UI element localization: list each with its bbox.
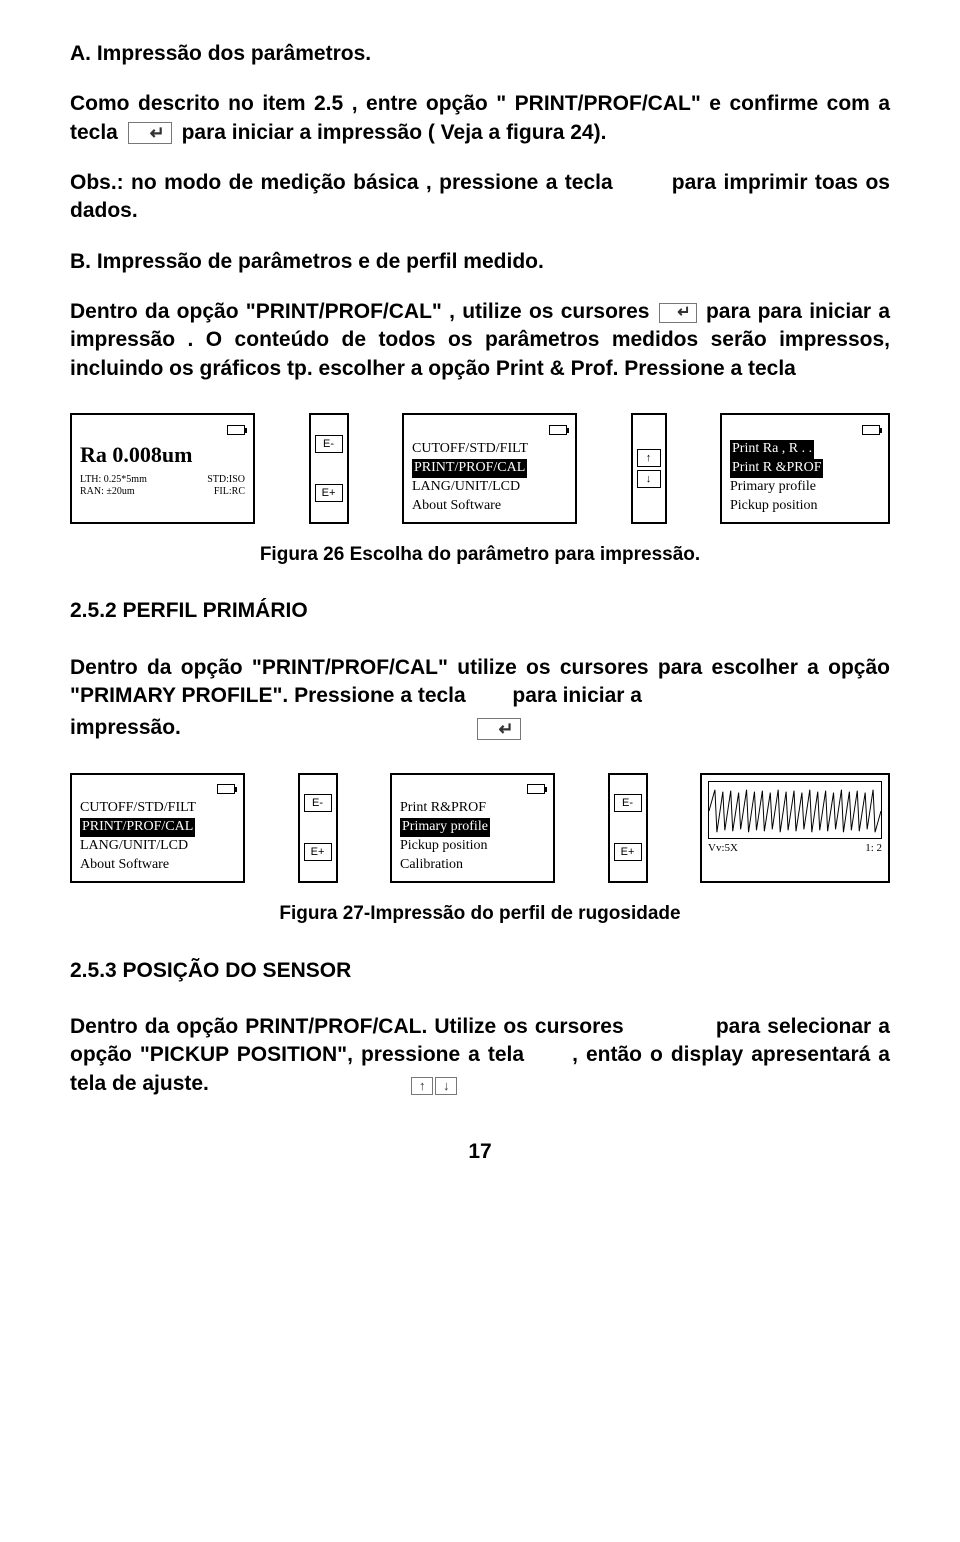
- fig27-profile-vv: Vv:5X: [708, 841, 738, 856]
- paragraph-5: Dentro da opção PRINT/PROF/CAL. Utilize …: [70, 1013, 890, 1098]
- btn-e-minus: E-: [304, 794, 332, 812]
- paragraph-4c: impressão.: [70, 714, 890, 742]
- heading-2-5-2: 2.5.2 PERFIL PRIMÁRIO: [70, 597, 890, 625]
- figure-27-caption: Figura 27-Impressão do perfil de rugosid…: [70, 901, 890, 927]
- up-arrow-icon: ↑: [411, 1077, 433, 1095]
- paragraph-1: Como descrito no item 2.5 , entre opção …: [70, 90, 890, 147]
- fig27-profile-scale: 1: 2: [865, 841, 882, 856]
- fig26-p1-lth: LTH: 0.25*5mm: [80, 474, 147, 486]
- fig27-p1-l2: PRINT/PROF/CAL: [80, 818, 195, 837]
- fig27-p2-l1: Print R&PROF: [400, 799, 545, 818]
- p4-text-c: impressão.: [70, 716, 181, 739]
- figure-27: CUTOFF/STD/FILT PRINT/PROF/CAL LANG/UNIT…: [70, 773, 890, 883]
- fig27-p2-l4: Calibration: [400, 856, 545, 875]
- fig26-p3-l3: Primary profile: [730, 478, 880, 497]
- roughness-profile-graph: [708, 781, 882, 839]
- figure-26: Ra 0.008um LTH: 0.25*5mm STD:ISO RAN: ±2…: [70, 413, 890, 523]
- fig27-p2-l3: Pickup position: [400, 837, 545, 856]
- page-number: 17: [70, 1138, 890, 1166]
- fig26-p2-l3: LANG/UNIT/LCD: [412, 478, 567, 497]
- arrow-keys-icon: ↑↓: [410, 1070, 458, 1098]
- enter-key-icon: [128, 122, 172, 144]
- p4-text-a: Dentro da opção "PRINT/PROF/CAL" utilize…: [70, 656, 890, 707]
- fig27-panel-2: Print R&PROF Primary profile Pickup posi…: [390, 773, 555, 883]
- btn-down: ↓: [637, 470, 661, 488]
- fig26-panel-1: Ra 0.008um LTH: 0.25*5mm STD:ISO RAN: ±2…: [70, 413, 255, 523]
- fig27-btns-2: E- E+: [608, 773, 648, 883]
- p2-text-a: Obs.: no modo de medição básica , pressi…: [70, 171, 613, 194]
- fig26-btns-1: E- E+: [309, 413, 349, 523]
- btn-e-minus: E-: [614, 794, 642, 812]
- fig26-p3-l4: Pickup position: [730, 497, 880, 516]
- p4-text-b: para iniciar a: [512, 684, 642, 707]
- btn-e-minus: E-: [315, 435, 343, 453]
- fig27-p2-l2: Primary profile: [400, 818, 490, 837]
- btn-e-plus: E+: [315, 484, 343, 502]
- battery-icon: [227, 425, 245, 435]
- paragraph-4: Dentro da opção "PRINT/PROF/CAL" utilize…: [70, 654, 890, 711]
- fig26-btns-2: ↑ ↓: [631, 413, 667, 523]
- heading-b: B. Impressão de parâmetros e de perfil m…: [70, 248, 890, 276]
- fig27-profile-panel: Vv:5X 1: 2: [700, 773, 890, 883]
- btn-e-plus: E+: [304, 843, 332, 861]
- fig26-panel-3: Print Ra , R . . Print R &PROF Primary p…: [720, 413, 890, 523]
- paragraph-2: Obs.: no modo de medição básica , pressi…: [70, 169, 890, 226]
- p3-text-a: Dentro da opção "PRINT/PROF/CAL" , utili…: [70, 300, 649, 323]
- fig26-p1-std: STD:ISO: [207, 474, 245, 486]
- fig27-p1-l3: LANG/UNIT/LCD: [80, 837, 235, 856]
- down-arrow-icon: ↓: [435, 1077, 457, 1095]
- fig26-p3-l2: Print R &PROF: [730, 459, 823, 478]
- battery-icon: [527, 784, 545, 794]
- fig26-p1-fil: FIL:RC: [214, 486, 245, 498]
- fig26-p1-value: Ra 0.008um: [80, 440, 245, 470]
- fig26-p2-l2: PRINT/PROF/CAL: [412, 459, 527, 478]
- fig27-panel-1: CUTOFF/STD/FILT PRINT/PROF/CAL LANG/UNIT…: [70, 773, 245, 883]
- enter-key-icon: [477, 718, 521, 740]
- heading-2-5-3: 2.5.3 POSIÇÃO DO SENSOR: [70, 957, 890, 985]
- figure-26-caption: Figura 26 Escolha do parâmetro para impr…: [70, 542, 890, 568]
- fig27-p1-l4: About Software: [80, 856, 235, 875]
- heading-a: A. Impressão dos parâmetros.: [70, 40, 890, 68]
- fig26-p2-l1: CUTOFF/STD/FILT: [412, 440, 567, 459]
- btn-e-plus: E+: [614, 843, 642, 861]
- p1-text-b: para iniciar a impressão ( Veja a figura…: [182, 121, 607, 144]
- battery-icon: [217, 784, 235, 794]
- btn-up: ↑: [637, 449, 661, 467]
- battery-icon: [549, 425, 567, 435]
- p5-text-a: Dentro da opção PRINT/PROF/CAL. Utilize …: [70, 1015, 624, 1038]
- fig26-p3-l1: Print Ra , R . .: [730, 440, 814, 459]
- fig26-p1-ran: RAN: ±20um: [80, 486, 135, 498]
- fig26-panel-2: CUTOFF/STD/FILT PRINT/PROF/CAL LANG/UNIT…: [402, 413, 577, 523]
- battery-icon: [862, 425, 880, 435]
- fig27-btns-1: E- E+: [298, 773, 338, 883]
- fig26-p2-l4: About Software: [412, 497, 567, 516]
- paragraph-3: Dentro da opção "PRINT/PROF/CAL" , utili…: [70, 298, 890, 383]
- enter-key-icon: [659, 303, 697, 323]
- fig27-p1-l1: CUTOFF/STD/FILT: [80, 799, 235, 818]
